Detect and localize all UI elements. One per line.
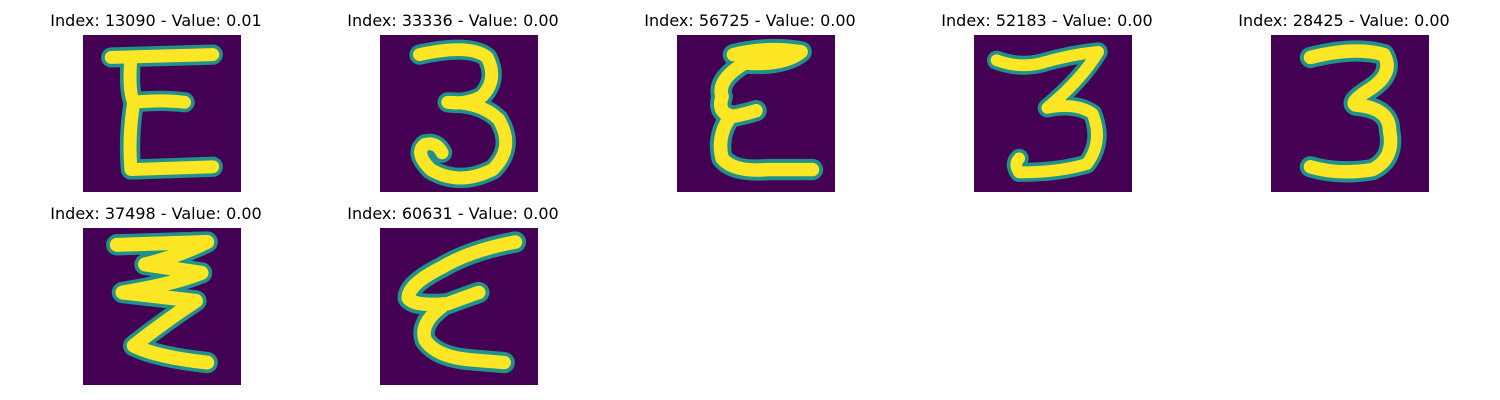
panel-title: Index: 28425 - Value: 0.00 — [1238, 11, 1450, 30]
panel-title: Index: 33336 - Value: 0.00 — [347, 11, 559, 30]
panel-title: Index: 56725 - Value: 0.00 — [644, 11, 856, 30]
sample-panel: Index: 52183 - Value: 0.00 — [897, 0, 1197, 193]
sample-panel: Index: 37498 - Value: 0.00 — [6, 193, 306, 386]
sample-panel: Index: 28425 - Value: 0.00 — [1194, 0, 1494, 193]
panel-title: Index: 13090 - Value: 0.01 — [50, 11, 262, 30]
sample-image — [83, 35, 241, 192]
panel-title: Index: 52183 - Value: 0.00 — [941, 11, 1153, 30]
panel-title: Index: 60631 - Value: 0.00 — [347, 204, 559, 223]
panel-title: Index: 37498 - Value: 0.00 — [50, 204, 262, 223]
sample-image — [380, 228, 538, 385]
sample-panel: Index: 13090 - Value: 0.01 — [6, 0, 306, 193]
sample-image — [380, 35, 538, 192]
sample-image — [677, 35, 835, 192]
sample-panel: Index: 60631 - Value: 0.00 — [303, 193, 603, 386]
sample-image — [974, 35, 1132, 192]
sample-image — [83, 228, 241, 385]
sample-image — [1271, 35, 1429, 192]
sample-panel: Index: 33336 - Value: 0.00 — [303, 0, 603, 193]
sample-panel: Index: 56725 - Value: 0.00 — [600, 0, 900, 193]
